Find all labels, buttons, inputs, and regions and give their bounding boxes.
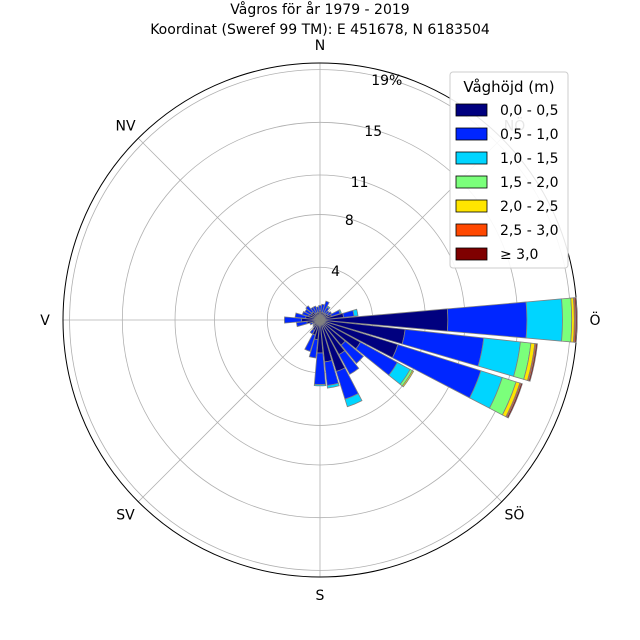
rose-bar-segment <box>326 305 331 310</box>
direction-label: SV <box>116 508 135 524</box>
legend-swatch <box>455 247 488 261</box>
rose-bar-segment <box>525 298 563 342</box>
rose-bar-segment <box>401 370 415 388</box>
rose-bar-segment <box>308 338 319 359</box>
legend-label: ≥ 3,0 <box>500 247 538 263</box>
grid-spoke <box>137 319 321 503</box>
rose-bar-segment <box>335 367 359 400</box>
rose-bar-segment <box>574 297 578 343</box>
direction-label: SÖ <box>505 506 525 524</box>
rose-bar-segment <box>528 343 538 382</box>
direction-label: S <box>316 588 325 604</box>
rose-bar-segment <box>352 308 359 317</box>
direction-label: NV <box>115 119 135 135</box>
legend-label: 2,0 - 2,5 <box>500 199 558 215</box>
chart-subtitle: Koordinat (Sweref 99 TM): E 451678, N 61… <box>150 22 490 38</box>
rose-bar-segment <box>312 324 316 328</box>
rose-bar-segment <box>446 301 528 339</box>
legend-title: Våghöjd (m) <box>463 78 554 96</box>
ring-label: 15 <box>364 124 382 140</box>
legend-swatch <box>455 103 488 117</box>
legend-swatch <box>455 175 488 189</box>
legend: Våghöjd (m) 0,0 - 0,5 0,5 - 1,0 1,0 - 1,5 1… <box>449 71 569 269</box>
rose-bar-segment <box>284 316 303 324</box>
legend-frame <box>449 71 569 269</box>
rose-bar-segment <box>321 300 330 314</box>
rose-bar-segment <box>313 383 327 387</box>
rose-bar-segment <box>344 393 363 408</box>
ring-label: 11 <box>351 175 369 191</box>
rose-bar-segment <box>305 305 314 314</box>
rose-bar-segment <box>326 382 340 389</box>
rose-bar-segment <box>561 297 573 343</box>
legend-label: 1,0 - 1,5 <box>500 151 558 167</box>
direction-label: V <box>40 313 50 329</box>
rose-bar-segment <box>342 309 355 318</box>
ring-label: 19% <box>371 73 402 89</box>
legend-swatch <box>455 127 488 141</box>
rose-bar-segment <box>294 312 307 319</box>
rose-bar-segment <box>312 305 319 314</box>
ring-label: 8 <box>345 213 354 229</box>
rose-bar-segment <box>340 340 364 364</box>
rose-bar-segment <box>477 337 521 377</box>
legend-swatch <box>455 223 488 237</box>
legend-label: 0,0 - 0,5 <box>500 103 558 119</box>
legend-swatch <box>455 199 488 213</box>
grid-spoke <box>137 137 321 321</box>
ring-label: 4 <box>331 264 340 280</box>
legend-items: 0,0 - 0,5 0,5 - 1,0 1,0 - 1,5 1,5 - 2,0 2,0 … <box>455 103 558 263</box>
rose-bar-segment <box>301 310 311 317</box>
rose-bar-segment <box>304 333 316 352</box>
rose-bar-segment <box>309 328 315 335</box>
legend-label: 0,5 - 1,0 <box>500 127 558 143</box>
legend-label: 2,5 - 3,0 <box>500 223 558 239</box>
direction-label: Ö <box>589 311 600 329</box>
legend-swatch <box>455 151 488 165</box>
rose-bar-segment <box>506 382 523 419</box>
legend-label: 1,5 - 2,0 <box>500 175 558 191</box>
rose-bar-segment <box>315 306 320 313</box>
rose-bar-segment <box>338 350 360 375</box>
rose-bar-segment <box>295 320 308 328</box>
rose-bars <box>284 297 578 419</box>
direction-label: N <box>315 38 325 54</box>
chart-title: Vågros för år 1979 - 2019 <box>230 1 409 18</box>
rose-bar-segment <box>338 309 342 315</box>
